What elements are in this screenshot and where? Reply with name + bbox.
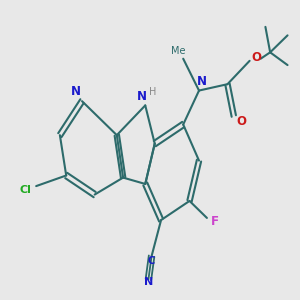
Text: H: H (148, 87, 156, 97)
Text: N: N (71, 85, 81, 98)
Text: Cl: Cl (19, 185, 31, 195)
Text: O: O (252, 51, 262, 64)
Text: N: N (196, 75, 206, 88)
Text: Me: Me (171, 46, 186, 56)
Text: F: F (211, 215, 219, 228)
Text: N: N (136, 90, 146, 103)
Text: N: N (144, 278, 154, 287)
Text: O: O (237, 115, 247, 128)
Text: C: C (147, 256, 155, 266)
